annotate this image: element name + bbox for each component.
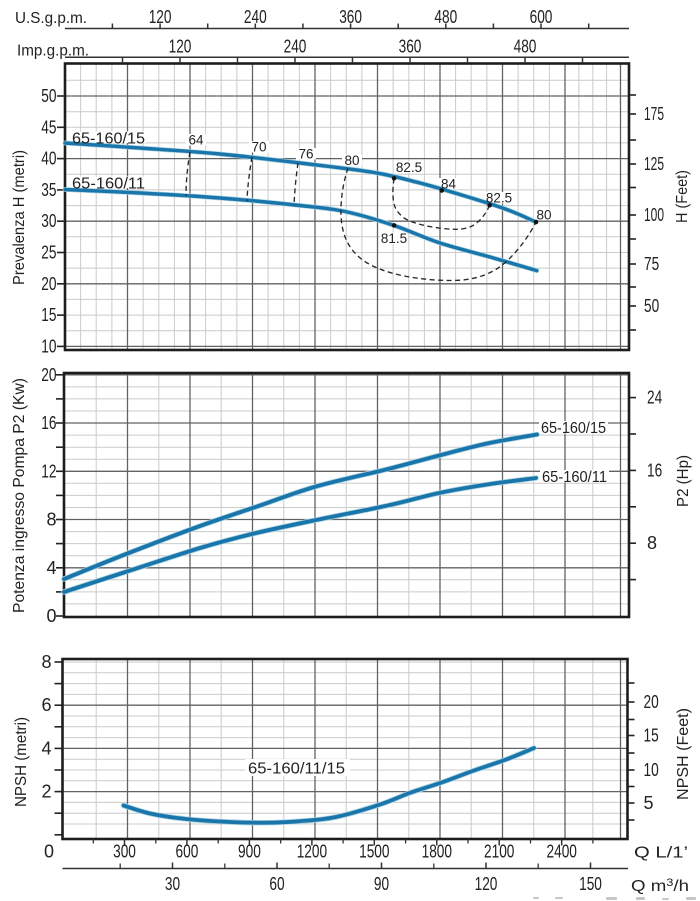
svg-text:300: 300 — [113, 842, 136, 862]
svg-text:600: 600 — [176, 842, 199, 862]
svg-text:65-160/11: 65-160/11 — [542, 469, 607, 486]
svg-text:Potenza ingresso Pompa P2 (Kw): Potenza ingresso Pompa P2 (Kw) — [11, 378, 28, 613]
svg-text:240: 240 — [244, 7, 267, 27]
svg-text:Prevalenza H (metri): Prevalenza H (metri) — [11, 150, 28, 285]
svg-text:16: 16 — [647, 460, 662, 480]
svg-text:30: 30 — [41, 211, 56, 231]
svg-text:100: 100 — [644, 205, 664, 225]
svg-text:0: 0 — [46, 606, 56, 626]
svg-text:75: 75 — [644, 254, 659, 274]
svg-text:82.5: 82.5 — [486, 191, 512, 206]
svg-text:600: 600 — [530, 7, 553, 27]
svg-text:65-160/15: 65-160/15 — [72, 131, 145, 148]
svg-text:60: 60 — [269, 874, 284, 894]
svg-text:H (Feet): H (Feet) — [674, 170, 691, 223]
svg-text:10: 10 — [644, 760, 659, 780]
svg-text:360: 360 — [339, 7, 362, 27]
svg-text:50: 50 — [41, 86, 56, 106]
svg-text:1200: 1200 — [297, 842, 327, 862]
svg-text:4: 4 — [46, 558, 56, 578]
svg-text:P2 (Hp): P2 (Hp) — [675, 455, 692, 507]
svg-text:4: 4 — [41, 738, 51, 758]
svg-text:150: 150 — [579, 874, 602, 894]
svg-text:15: 15 — [644, 726, 659, 746]
svg-text:U.S.g.p.m.: U.S.g.p.m. — [15, 10, 87, 27]
svg-text:12: 12 — [41, 461, 56, 481]
svg-text:20: 20 — [41, 365, 56, 385]
svg-text:16: 16 — [41, 413, 56, 433]
svg-text:125: 125 — [644, 154, 664, 174]
svg-text:64: 64 — [188, 133, 204, 148]
svg-text:5: 5 — [644, 793, 654, 813]
svg-text:2100: 2100 — [484, 842, 514, 862]
svg-text:480: 480 — [514, 36, 537, 56]
svg-text:80: 80 — [536, 208, 551, 223]
svg-text:175: 175 — [644, 104, 664, 124]
svg-text:70: 70 — [251, 140, 266, 155]
svg-text:Imp.g.p.m.: Imp.g.p.m. — [17, 43, 89, 60]
svg-text:120: 120 — [149, 7, 172, 27]
svg-text:1500: 1500 — [359, 842, 389, 862]
svg-text:0: 0 — [44, 842, 54, 862]
svg-text:Q m3/h: Q m 3/h — [631, 877, 689, 895]
svg-text:84: 84 — [441, 177, 457, 192]
svg-text:80: 80 — [344, 153, 359, 168]
svg-text:8: 8 — [41, 652, 51, 672]
svg-text:30: 30 — [165, 874, 180, 894]
svg-text:1800: 1800 — [422, 842, 452, 862]
svg-text:900: 900 — [238, 842, 261, 862]
svg-text:2400: 2400 — [547, 842, 577, 862]
svg-text:NPSH (metri): NPSH (metri) — [13, 717, 30, 807]
svg-text:15: 15 — [41, 305, 56, 325]
svg-text:40: 40 — [41, 149, 56, 169]
svg-text:20: 20 — [41, 274, 56, 294]
svg-text:8: 8 — [647, 533, 657, 553]
svg-text:65-160/11: 65-160/11 — [72, 176, 145, 193]
svg-text:240: 240 — [284, 36, 307, 56]
svg-text:65-160/15: 65-160/15 — [541, 420, 606, 437]
svg-text:2: 2 — [41, 782, 51, 802]
svg-text:8: 8 — [46, 510, 56, 530]
svg-text:35: 35 — [41, 180, 56, 200]
svg-text:120: 120 — [169, 36, 192, 56]
svg-text:82.5: 82.5 — [396, 160, 422, 175]
svg-text:90: 90 — [374, 874, 389, 894]
svg-text:65-160/11/15: 65-160/11/15 — [248, 761, 345, 778]
svg-text:360: 360 — [399, 36, 422, 56]
svg-text:Q L/1’: Q L/1’ — [634, 845, 688, 862]
svg-text:50: 50 — [644, 296, 659, 316]
svg-text:120: 120 — [475, 874, 498, 894]
svg-text:45: 45 — [41, 117, 56, 137]
svg-text:NPSH (Feet): NPSH (Feet) — [675, 708, 692, 800]
svg-text:76: 76 — [298, 147, 313, 162]
svg-text:81.5: 81.5 — [381, 231, 407, 246]
svg-text:6: 6 — [41, 695, 51, 715]
svg-text:480: 480 — [434, 7, 457, 27]
svg-text:24: 24 — [647, 388, 662, 408]
svg-text:25: 25 — [41, 243, 56, 263]
svg-text:10: 10 — [41, 336, 56, 356]
svg-text:20: 20 — [644, 692, 659, 712]
